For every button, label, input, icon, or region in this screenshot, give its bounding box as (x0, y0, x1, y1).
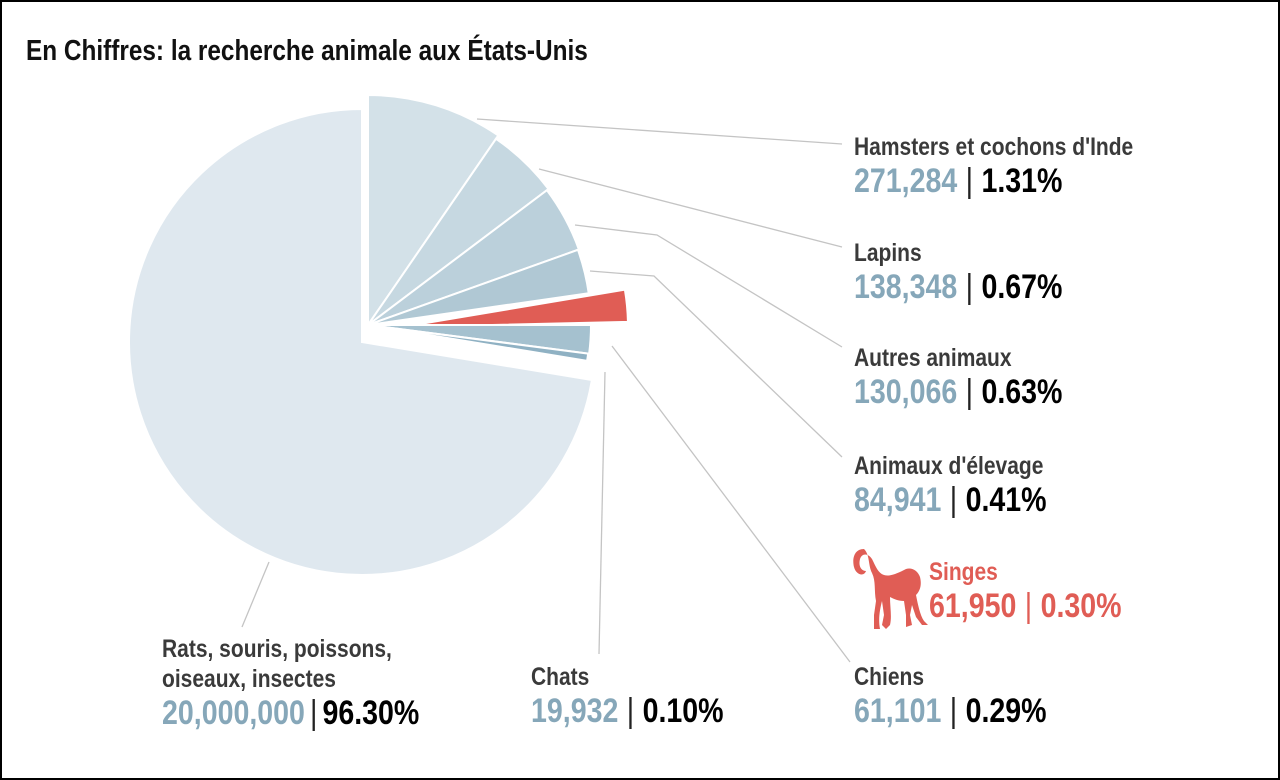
slice-value: 84,941 (854, 481, 942, 519)
label-singes: Singes 61,950 | 0.30% (929, 557, 1122, 625)
leader-line (476, 118, 843, 145)
pie-slice-lapins (367, 137, 550, 326)
leader-line (598, 371, 606, 655)
pie-slice-rats (128, 107, 594, 576)
label-hamsters: Hamsters et cochons d'Inde 271,284 | 1.31% (854, 132, 1133, 200)
slice-label: Rats, souris, poissons, oiseaux, insecte… (162, 635, 392, 693)
slice-value: 138,348 (854, 268, 958, 306)
pie-slice-chats (367, 324, 590, 363)
slice-label: Animaux d'élevage (854, 452, 1044, 480)
label-chiens: Chiens 61,101 | 0.29% (854, 662, 1047, 730)
separator: | (1024, 587, 1033, 625)
slice-value: 130,066 (854, 373, 958, 411)
pie-slice-hamsters (367, 93, 500, 329)
slice-percent: 96.30% (322, 694, 420, 732)
slice-label: Chats (531, 663, 590, 691)
slice-value: 271,284 (854, 162, 958, 200)
pie-slice-elevage (367, 248, 590, 326)
monkey-icon (853, 549, 928, 629)
separator: | (949, 481, 958, 519)
separator: | (965, 268, 974, 306)
label-elevage: Animaux d'élevage 84,941 | 0.41% (854, 451, 1047, 519)
separator: | (626, 692, 635, 730)
separator: | (949, 692, 958, 730)
leader-line (574, 224, 843, 348)
slice-value: 19,932 (531, 692, 619, 730)
separator: | (965, 373, 974, 411)
leader-line (538, 168, 843, 248)
slice-percent: 0.30% (1040, 587, 1122, 625)
label-lapins: Lapins 138,348 | 0.67% (854, 238, 1062, 306)
slice-label: Singes (929, 558, 998, 586)
chart-title: En Chiffres: la recherche animale aux Ét… (26, 35, 588, 67)
slice-value: 61,950 (929, 587, 1017, 625)
slice-label: Autres animaux (854, 344, 1012, 372)
leader-line (611, 345, 851, 663)
slice-value: 61,101 (854, 692, 942, 730)
slice-percent: 0.67% (981, 268, 1063, 306)
separator: | (965, 162, 974, 200)
separator: | (309, 694, 318, 732)
leader-line (589, 270, 843, 458)
slice-percent: 1.31% (981, 162, 1063, 200)
slice-label: Lapins (854, 239, 922, 267)
leader-line (241, 561, 270, 628)
pie-slice-singes (401, 288, 629, 328)
slice-percent: 0.29% (965, 692, 1047, 730)
slice-percent: 0.63% (981, 373, 1063, 411)
label-rats: Rats, souris, poissons, oiseaux, insecte… (162, 634, 419, 732)
slice-percent: 0.10% (642, 692, 724, 730)
slice-value: 20,000,000 (162, 694, 305, 732)
label-autres: Autres animaux 130,066 | 0.63% (854, 343, 1062, 411)
label-chats: Chats 19,932 | 0.10% (531, 662, 724, 730)
slice-label: Hamsters et cochons d'Inde (854, 133, 1134, 161)
slice-percent: 0.41% (965, 481, 1047, 519)
slice-label: Chiens (854, 663, 925, 691)
